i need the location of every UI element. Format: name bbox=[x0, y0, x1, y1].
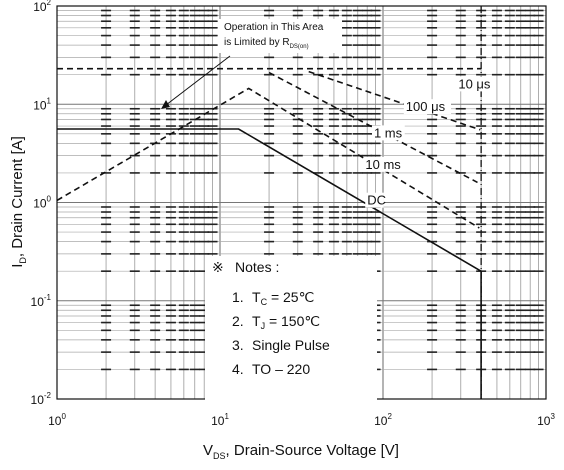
notes-background bbox=[205, 256, 377, 400]
svg-text:TC = 25℃: TC = 25℃ bbox=[252, 289, 314, 307]
curve-label-1ms: 1 ms bbox=[374, 125, 403, 140]
x-axis-label: VDS, Drain-Source Voltage [V] bbox=[203, 442, 399, 461]
notes-symbol: ※ bbox=[212, 259, 224, 275]
svg-text:TJ = 150℃: TJ = 150℃ bbox=[252, 313, 320, 331]
annotation-background bbox=[218, 19, 342, 53]
y-tick-label: 100 bbox=[33, 195, 51, 211]
x-tick-labels: 100 101 102 103 bbox=[48, 412, 555, 428]
curve-label-background bbox=[371, 125, 405, 141]
curve-label-background bbox=[456, 76, 497, 92]
curve-labels: 10 μs 100 μs 1 ms 10 ms DC bbox=[363, 76, 497, 208]
curve-label-background bbox=[363, 156, 404, 172]
curve-label-dc: DC bbox=[367, 193, 386, 208]
x-tick-label: 100 bbox=[48, 412, 66, 428]
y-tick-labels: 102 101 100 10-1 10-2 bbox=[31, 0, 52, 407]
x-tick-label: 102 bbox=[374, 412, 392, 428]
notes-box: ※ Notes : 1. TC = 25℃ 2. TJ = 150℃ 3. Si… bbox=[205, 256, 377, 400]
notes-item: 4. TO – 220 bbox=[232, 361, 310, 377]
curve-label-background bbox=[365, 192, 384, 208]
x-tick-label: 103 bbox=[537, 412, 555, 428]
rds-annotation: Operation in This Area is Limited by RDS… bbox=[161, 19, 342, 109]
y-tick-label: 102 bbox=[33, 0, 51, 14]
notes-item: 3. Single Pulse bbox=[232, 337, 330, 353]
svg-text:3.: 3. bbox=[232, 337, 244, 353]
notes-item: 1. TC = 25℃ bbox=[232, 289, 314, 307]
annotation-line2: is Limited by RDS(on) bbox=[224, 37, 309, 50]
series-100us bbox=[308, 70, 481, 131]
notes-item: 2. TJ = 150℃ bbox=[232, 313, 320, 331]
curve-group bbox=[57, 67, 482, 399]
curve-label-10us: 10 μs bbox=[458, 76, 491, 91]
x-tick-label: 101 bbox=[211, 412, 229, 428]
curve-label-100us: 100 μs bbox=[406, 99, 446, 114]
series-10ms bbox=[57, 87, 480, 229]
y-tick-label: 10-2 bbox=[31, 391, 52, 407]
annotation-arrow-line bbox=[165, 55, 231, 106]
curve-label-10ms: 10 ms bbox=[365, 157, 401, 172]
notes-title: Notes : bbox=[235, 259, 279, 275]
series-dc bbox=[57, 128, 482, 399]
curve-label-background bbox=[403, 99, 452, 115]
svg-text:2.: 2. bbox=[232, 313, 244, 329]
svg-text:4.: 4. bbox=[232, 361, 244, 377]
svg-text:Single Pulse: Single Pulse bbox=[252, 337, 330, 353]
annotation-arrow-head bbox=[161, 100, 170, 109]
y-tick-label: 101 bbox=[33, 96, 51, 112]
annotation-line1: Operation in This Area bbox=[224, 22, 324, 33]
svg-text:1.: 1. bbox=[232, 289, 244, 305]
svg-text:TO – 220: TO – 220 bbox=[252, 361, 310, 377]
y-tick-label: 10-1 bbox=[31, 293, 52, 309]
y-axis-label: ID, Drain Current [A] bbox=[9, 136, 28, 268]
